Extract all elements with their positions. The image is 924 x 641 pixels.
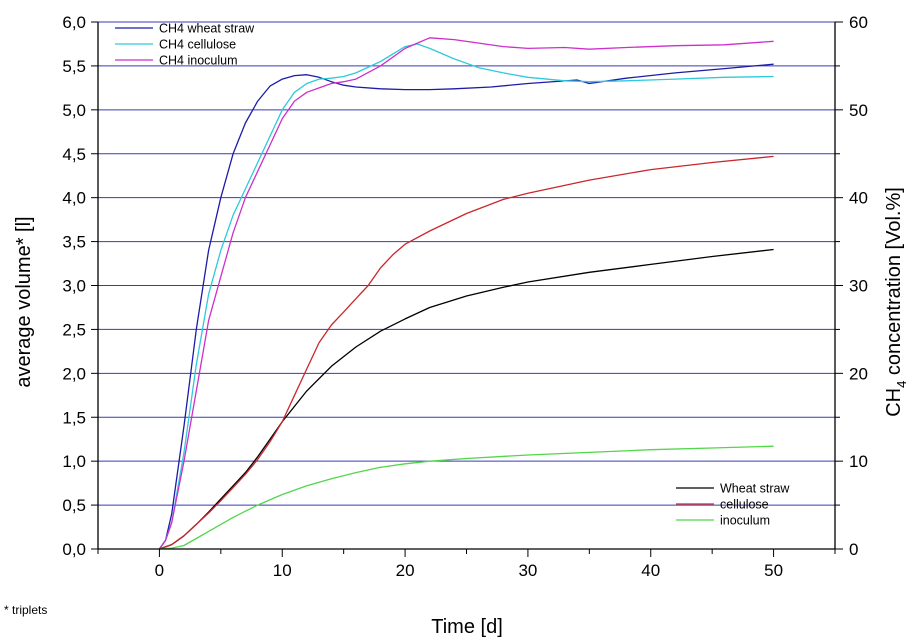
- tick-labels: 0 10 20 30 40 50 0,0 0,5 1,0 1,5 2,0 2,5 3,0 3,5 4,0 4,…: [62, 13, 868, 580]
- legend-bottom-right: Wheat straw cellulose inoculum: [676, 482, 790, 528]
- y-left-tick-label: 1,5: [62, 408, 86, 427]
- legend-label-ch4-wheat-straw: CH4 wheat straw: [159, 22, 255, 36]
- x-tick-label: 20: [396, 561, 415, 580]
- axes: [91, 21, 843, 557]
- x-axis-label: Time [d]: [431, 616, 503, 638]
- y-left-tick-label: 2,0: [62, 364, 86, 383]
- legend-label-wheat-straw: Wheat straw: [720, 482, 790, 496]
- series-lines: [158, 37, 774, 550]
- legend-top-left: CH4 wheat straw CH4 cellulose CH4 inoculum: [115, 22, 255, 68]
- y-right-tick-label: 10: [849, 452, 868, 471]
- series-line-ch4-wheat-straw: [158, 63, 774, 550]
- y-right-tick-label: 0: [849, 540, 858, 559]
- y-left-tick-label: 4,5: [62, 145, 86, 164]
- legend-label-ch4-inoculum: CH4 inoculum: [159, 54, 238, 68]
- x-tick-label: 50: [764, 561, 783, 580]
- y-left-tick-label: 6,0: [62, 13, 86, 32]
- legend-label-ch4-cellulose: CH4 cellulose: [159, 38, 236, 52]
- y-right-tick-label: 40: [849, 189, 868, 208]
- y-axis-right-label-base: CH: [883, 388, 905, 417]
- y-left-tick-label: 0,0: [62, 540, 86, 559]
- series-line-inoculum: [159, 445, 774, 550]
- footnote: * triplets: [4, 603, 48, 617]
- y-right-tick-label: 60: [849, 13, 868, 32]
- y-right-tick-label: 50: [849, 101, 868, 120]
- y-left-tick-label: 2,5: [62, 320, 86, 339]
- x-tick-label: 40: [641, 561, 660, 580]
- y-axis-right-label-rest: concentration [Vol.%]: [883, 187, 905, 380]
- series-line-ch4-inoculum: [158, 37, 774, 550]
- x-tick-label: 10: [273, 561, 292, 580]
- y-left-tick-label: 0,5: [62, 496, 86, 515]
- y-left-tick-label: 5,5: [62, 57, 86, 76]
- y-right-tick-label: 20: [849, 364, 868, 383]
- x-tick-label: 30: [518, 561, 537, 580]
- y-left-tick-label: 4,0: [62, 189, 86, 208]
- series-line-cellulose: [159, 155, 774, 550]
- y-axis-right-label-sub: 4: [894, 381, 909, 388]
- y-left-tick-label: 1,0: [62, 452, 86, 471]
- x-tick-label: 0: [155, 561, 164, 580]
- series-line-ch4-cellulose: [158, 43, 774, 550]
- y-left-tick-label: 3,0: [62, 277, 86, 296]
- y-left-tick-label: 5,0: [62, 101, 86, 120]
- y-left-tick-label: 3,5: [62, 233, 86, 252]
- y-axis-left-label: average volume* [l]: [13, 216, 35, 387]
- y-right-tick-label: 30: [849, 277, 868, 296]
- legend-label-cellulose: cellulose: [720, 498, 769, 512]
- y-axis-right-label: CH4 concentration [Vol.%]: [883, 187, 909, 417]
- legend-label-inoculum: inoculum: [720, 514, 770, 528]
- gridlines: [98, 21, 835, 506]
